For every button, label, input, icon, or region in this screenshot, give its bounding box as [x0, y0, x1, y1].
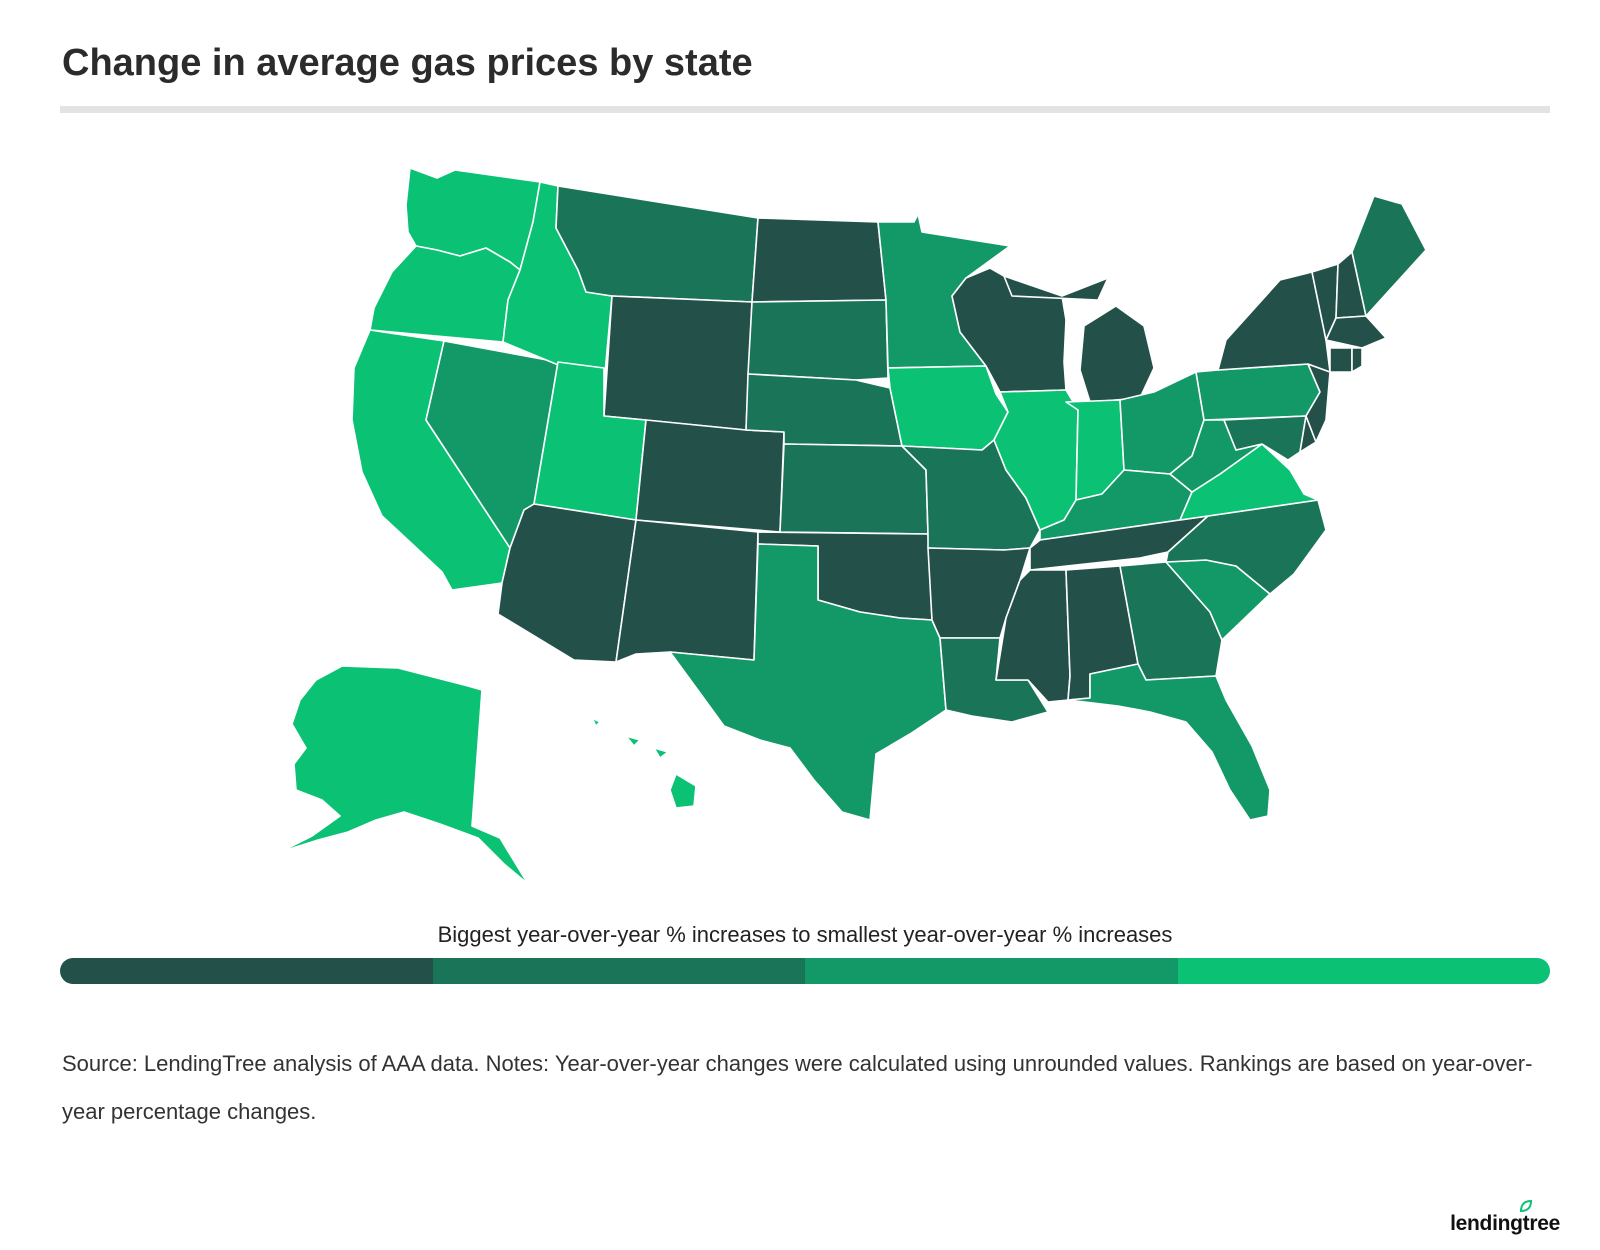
state-mississippi[interactable]	[995, 569, 1071, 703]
state-rhode-island[interactable]	[1351, 347, 1363, 373]
state-iowa[interactable]	[887, 365, 1009, 451]
state-arizona[interactable]	[497, 503, 637, 663]
brand-wordmark: lendingtree	[1450, 1212, 1560, 1235]
us-state-map	[279, 167, 1427, 885]
legend-color-scale	[60, 958, 1550, 984]
lendingtree-logo: lendingtree	[1450, 1200, 1560, 1236]
legend-tier-1	[60, 958, 433, 984]
state-massachusetts[interactable]	[1325, 315, 1387, 349]
state-pennsylvania[interactable]	[1195, 363, 1321, 421]
title-divider	[60, 106, 1550, 113]
state-alaska[interactable]	[279, 665, 529, 885]
state-maine[interactable]	[1351, 195, 1427, 317]
leaf-icon	[1520, 1200, 1532, 1212]
state-colorado[interactable]	[635, 419, 785, 533]
state-kansas[interactable]	[779, 443, 929, 535]
state-wisconsin[interactable]	[951, 267, 1067, 393]
state-wyoming[interactable]	[603, 295, 753, 431]
legend-tier-3	[805, 958, 1178, 984]
state-north-dakota[interactable]	[751, 217, 887, 303]
state-new-york[interactable]	[1217, 271, 1331, 373]
state-texas[interactable]	[669, 543, 947, 821]
state-oregon[interactable]	[369, 245, 521, 343]
state-michigan[interactable]	[1003, 275, 1155, 403]
state-missouri[interactable]	[901, 439, 1041, 551]
state-louisiana[interactable]	[939, 637, 1049, 723]
state-connecticut[interactable]	[1329, 347, 1353, 373]
state-montana[interactable]	[555, 185, 759, 303]
legend-label: Biggest year-over-year % increases to sm…	[437, 922, 1173, 947]
chart-title: Change in average gas prices by state	[62, 42, 753, 84]
state-hawaii[interactable]	[591, 717, 697, 809]
legend-tier-2	[432, 958, 805, 984]
state-new-mexico[interactable]	[615, 519, 759, 663]
state-florida[interactable]	[1067, 663, 1271, 821]
state-south-dakota[interactable]	[747, 299, 889, 381]
legend-tier-4	[1177, 958, 1550, 984]
source-note: Source: LendingTree analysis of AAA data…	[62, 1051, 1533, 1124]
